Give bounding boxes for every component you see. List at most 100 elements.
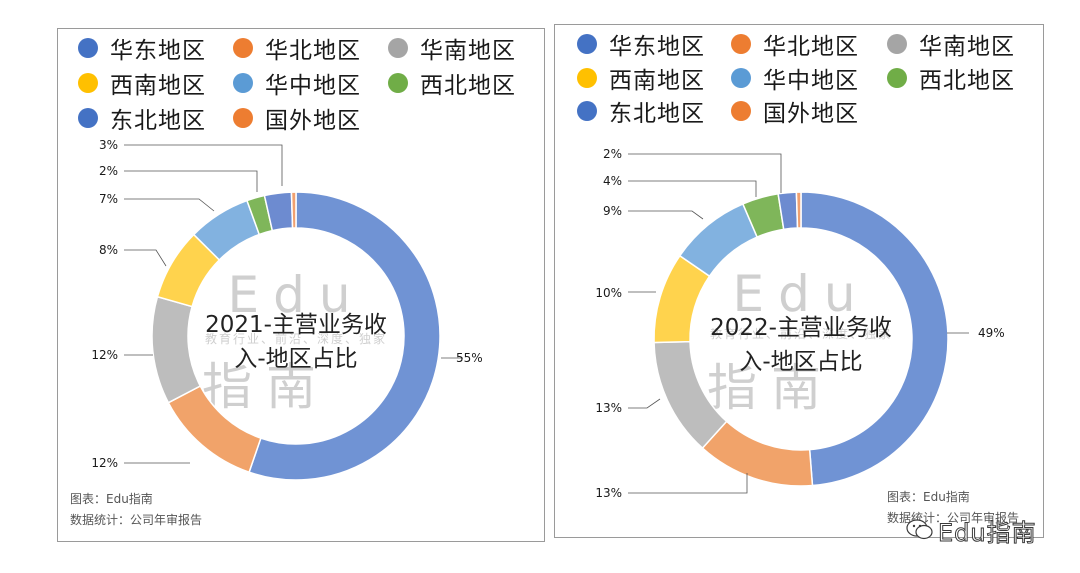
watermark-cjk: 指南 xyxy=(707,359,835,417)
donut-slice-8 xyxy=(795,191,802,229)
watermark-tagline: 教育行业、前沿、深度、独家 xyxy=(205,331,387,346)
wechat-text: Edu指南 xyxy=(938,518,1037,547)
chart-legend: 华东地区 华北地区 华南地区西南地区 华中地区 西北地区东北地区 国外地区 xyxy=(58,29,544,169)
source-note: 图表：Edu指南 xyxy=(70,492,153,506)
chart-panel-2021: 华东地区 华北地区 华南地区西南地区 华中地区 西北地区东北地区 国外地区 Edu 指南 教育行… xyxy=(57,28,545,542)
legend-item: 华南地区 xyxy=(887,29,1015,60)
donut-slice-1 xyxy=(800,191,949,487)
chart-title-line-1: 2022-主营业务收 xyxy=(710,315,892,341)
data-label: 12% xyxy=(91,456,118,470)
legend-label: 华南地区 xyxy=(420,38,516,64)
donut-slice-1 xyxy=(248,191,441,481)
watermark-tagline: 教育行业、前沿、深度、独家 xyxy=(710,326,892,341)
data-label: 2% xyxy=(99,164,118,178)
data-label: 4% xyxy=(603,174,622,188)
legend-swatch xyxy=(577,34,597,54)
legend-swatch xyxy=(731,34,751,54)
legend-label: 华北地区 xyxy=(265,38,361,64)
legend-item: 华东地区 xyxy=(78,33,206,64)
legend-item: 西北地区 xyxy=(388,68,516,99)
chart-footer: 图表：Edu指南数据统计：公司年审报告 xyxy=(70,489,202,531)
legend-swatch xyxy=(388,73,408,93)
leader-line xyxy=(124,249,167,267)
legend-item: 西北地区 xyxy=(887,63,1015,94)
legend-swatch xyxy=(577,68,597,88)
legend-swatch xyxy=(887,68,907,88)
donut-slice-2 xyxy=(701,420,814,487)
legend-item: 西南地区 xyxy=(577,63,705,94)
data-label: 13% xyxy=(595,486,622,500)
wechat-icon xyxy=(906,519,933,540)
data-label: 13% xyxy=(595,401,622,415)
leader-line xyxy=(628,398,661,409)
data-label: 8% xyxy=(99,243,118,257)
source-note: 图表：Edu指南 xyxy=(887,490,970,504)
legend-item: 东北地区 xyxy=(577,96,705,127)
data-label: 55% xyxy=(456,351,483,365)
legend-label: 西北地区 xyxy=(919,68,1015,94)
legend-swatch xyxy=(78,38,98,58)
legend-swatch xyxy=(78,108,98,128)
legend-swatch xyxy=(233,73,253,93)
leader-line xyxy=(628,473,748,494)
leader-line xyxy=(124,170,258,192)
chart-panel-2022: 华东地区 华北地区 华南地区西南地区 华中地区 西北地区东北地区 国外地区 Edu 指南 教育行… xyxy=(554,24,1044,538)
legend-label: 国外地区 xyxy=(763,101,859,127)
donut-chart: Edu 指南 教育行业、前沿、深度、独家 55% 12% 12% 8% 7% 2% 3% 2021-… xyxy=(91,138,483,481)
legend-item: 华南地区 xyxy=(388,33,516,64)
legend-swatch xyxy=(731,101,751,121)
legend-label: 西南地区 xyxy=(110,73,206,99)
legend-label: 西南地区 xyxy=(609,68,705,94)
legend-swatch xyxy=(233,38,253,58)
legend-item: 国外地区 xyxy=(233,103,361,134)
legend-swatch xyxy=(233,108,253,128)
legend-label: 东北地区 xyxy=(110,108,206,134)
legend-label: 华东地区 xyxy=(609,34,705,60)
leader-line xyxy=(628,180,757,197)
legend-swatch xyxy=(731,68,751,88)
legend-swatch xyxy=(887,34,907,54)
watermark-cjk: 指南 xyxy=(202,358,330,416)
leader-line xyxy=(628,153,782,193)
stats-note: 数据统计：公司年审报告 xyxy=(70,513,203,527)
data-label: 10% xyxy=(595,286,622,300)
legend-item: 国外地区 xyxy=(731,96,859,127)
donut-slice-3 xyxy=(151,295,202,404)
leader-line xyxy=(628,210,704,220)
donut-slice-8 xyxy=(290,191,297,229)
data-label: 7% xyxy=(99,192,118,206)
legend-swatch xyxy=(577,101,597,121)
legend-item: 华中地区 xyxy=(233,68,361,99)
legend-item: 华东地区 xyxy=(577,29,705,60)
legend-label: 华中地区 xyxy=(265,73,361,99)
chart-title-line-2: 入-地区占比 xyxy=(234,346,357,372)
chart-title-line-2: 入-地区占比 xyxy=(739,349,862,375)
legend-item: 东北地区 xyxy=(78,103,206,134)
wechat-watermark: Edu指南 xyxy=(906,515,1037,547)
leader-line xyxy=(124,198,215,212)
donut-chart: Edu 指南 教育行业、前沿、深度、独家 49% 13% 13% 10% 9% 4% 2% 2022… xyxy=(595,147,1005,500)
chart-legend: 华东地区 华北地区 华南地区西南地区 华中地区 西北地区东北地区 国外地区 xyxy=(555,25,1043,165)
data-label: 2% xyxy=(603,147,622,161)
legend-swatch xyxy=(78,73,98,93)
legend-item: 西南地区 xyxy=(78,68,206,99)
legend-label: 华中地区 xyxy=(763,68,859,94)
legend-item: 华北地区 xyxy=(731,29,859,60)
watermark-latin: Edu xyxy=(732,265,869,323)
legend-item: 华北地区 xyxy=(233,33,361,64)
data-label: 12% xyxy=(91,348,118,362)
watermark-latin: Edu xyxy=(227,266,364,324)
legend-swatch xyxy=(388,38,408,58)
legend-label: 国外地区 xyxy=(265,108,361,134)
data-label: 49% xyxy=(978,326,1005,340)
legend-label: 华北地区 xyxy=(763,34,859,60)
chart-title-line-1: 2021-主营业务收 xyxy=(205,312,387,338)
legend-label: 东北地区 xyxy=(609,101,705,127)
leader-line xyxy=(124,144,283,186)
legend-label: 华东地区 xyxy=(110,38,206,64)
legend-label: 西北地区 xyxy=(420,73,516,99)
data-label: 9% xyxy=(603,204,622,218)
data-label: 3% xyxy=(99,138,118,152)
legend-label: 华南地区 xyxy=(919,34,1015,60)
legend-item: 华中地区 xyxy=(731,63,859,94)
